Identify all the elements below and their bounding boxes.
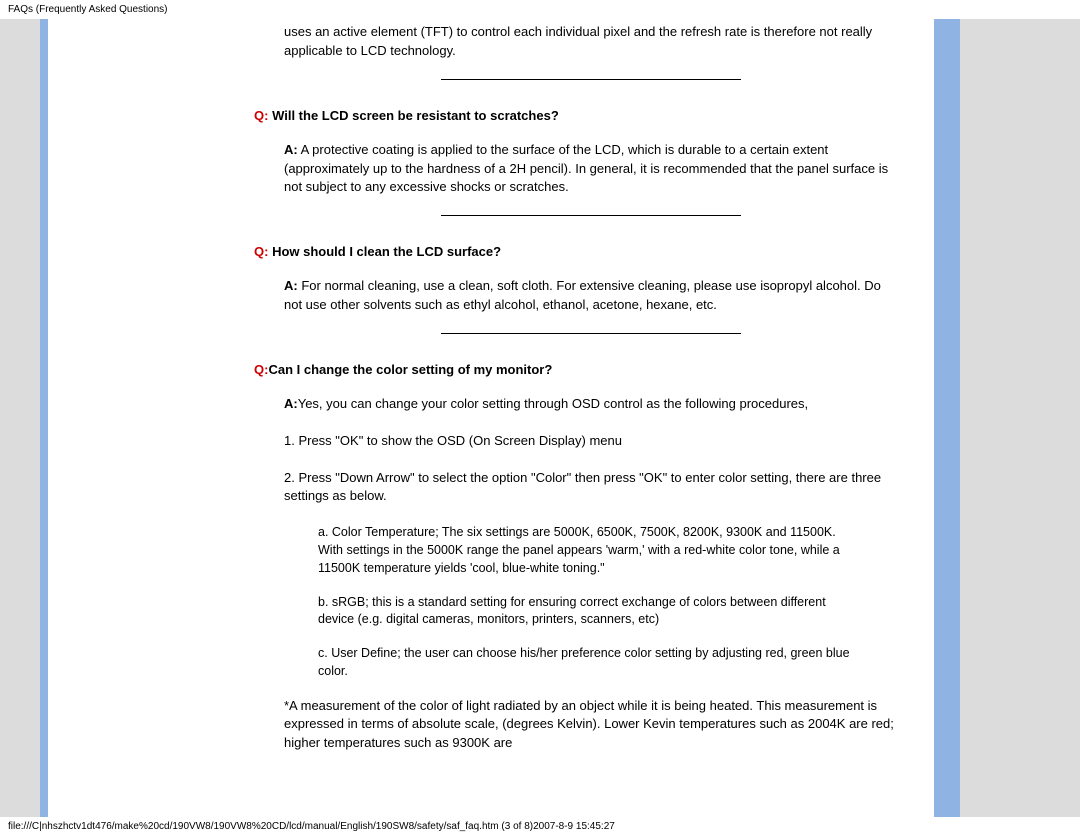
faq3-options: a. Color Temperature; The six settings a… [318, 524, 864, 680]
faq3-step2: 2. Press "Down Arrow" to select the opti… [284, 469, 898, 507]
header-title: FAQs (Frequently Asked Questions) [8, 4, 168, 15]
faq3-a-text: Yes, you can change your color setting t… [298, 396, 808, 411]
q-prefix: Q: [254, 244, 268, 259]
faq3-opt-b: b. sRGB; this is a standard setting for … [318, 594, 864, 630]
faq3-question: Q:Can I change the color setting of my m… [254, 362, 898, 377]
faq2-answer: A: For normal cleaning, use a clean, sof… [284, 277, 898, 315]
page-footer: file:///C|nhszhctv1dt476/make%20cd/190VW… [0, 817, 1080, 836]
faq1-q-text: Will the LCD screen be resistant to scra… [268, 108, 558, 123]
main-layout: uses an active element (TFT) to control … [0, 19, 1080, 817]
a-prefix: A: [284, 142, 298, 157]
faq1-a-text: A protective coating is applied to the s… [284, 142, 888, 195]
faq3-q-text: Can I change the color setting of my mon… [268, 362, 552, 377]
intro-paragraph: uses an active element (TFT) to control … [284, 19, 898, 61]
footer-path: file:///C|nhszhctv1dt476/make%20cd/190VW… [8, 821, 615, 832]
faq2-q-text: How should I clean the LCD surface? [268, 244, 501, 259]
faq3-note: *A measurement of the color of light rad… [284, 697, 898, 754]
a-prefix: A: [284, 396, 298, 411]
faq3-opt-a: a. Color Temperature; The six settings a… [318, 524, 864, 577]
faq3-answer: A:Yes, you can change your color setting… [284, 395, 898, 414]
right-rail [960, 19, 1080, 817]
left-rail [0, 19, 40, 817]
page-header: FAQs (Frequently Asked Questions) [0, 0, 1080, 19]
faq3-opt-c: c. User Define; the user can choose his/… [318, 645, 864, 681]
separator [441, 79, 741, 80]
inner-blue-rail [40, 19, 48, 817]
separator [441, 215, 741, 216]
faq3-step1: 1. Press "OK" to show the OSD (On Screen… [284, 432, 898, 451]
faq1-question: Q: Will the LCD screen be resistant to s… [254, 108, 898, 123]
faq2-a-text: For normal cleaning, use a clean, soft c… [284, 278, 881, 312]
separator [441, 333, 741, 334]
a-prefix: A: [284, 278, 298, 293]
q-prefix: Q: [254, 108, 268, 123]
faq2-question: Q: How should I clean the LCD surface? [254, 244, 898, 259]
right-blue-rail [934, 19, 960, 817]
q-prefix: Q: [254, 362, 268, 377]
content-area: uses an active element (TFT) to control … [48, 19, 934, 817]
faq1-answer: A: A protective coating is applied to th… [284, 141, 898, 198]
